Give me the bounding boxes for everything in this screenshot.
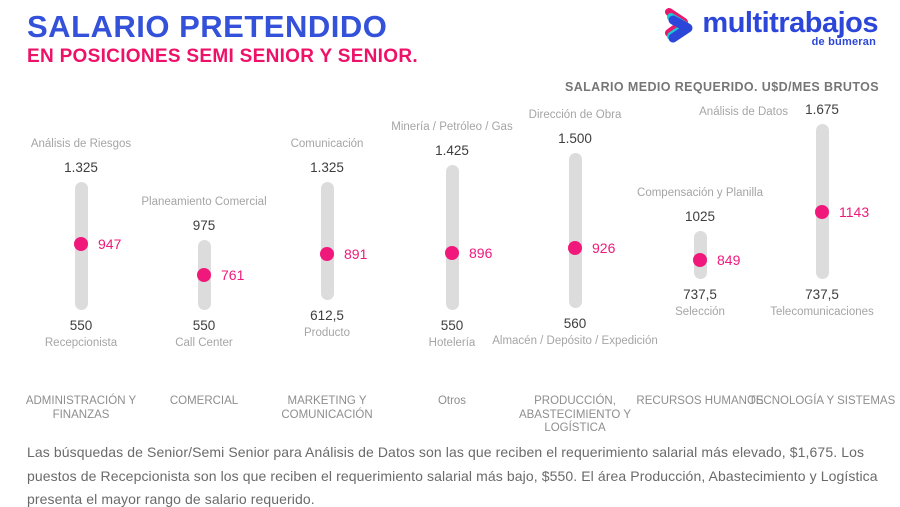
avg-value: 761 [221, 267, 245, 283]
max-value: 1.325 [310, 160, 344, 175]
avg-dot [445, 246, 459, 260]
category-label: TECNOLOGÍA Y SISTEMAS [748, 395, 896, 407]
avg-dot [568, 241, 582, 255]
category-label: MARKETING Y COMUNICACIÓN [281, 395, 373, 421]
category-label: ADMINISTRACIÓN Y FINANZAS [25, 395, 137, 421]
max-value: 975 [192, 218, 216, 233]
bottom-job-label: Call Center [175, 337, 233, 349]
top-job-label: Compensación y Planilla [637, 187, 763, 199]
bottom-job-label: Selección [675, 306, 725, 318]
max-value: 1.500 [558, 131, 592, 146]
top-job-label: Análisis de Datos [699, 106, 788, 118]
avg-dot [693, 253, 707, 267]
top-job-label: Dirección de Obra [528, 109, 622, 121]
footer-note: Las búsquedas de Senior/Semi Senior para… [27, 444, 878, 507]
avg-dot [815, 205, 829, 219]
category-label: COMERCIAL [169, 395, 239, 407]
bottom-job-label: Hotelería [428, 337, 476, 349]
min-value: 550 [69, 318, 93, 333]
category-label: PRODUCCIÓN, ABASTECIMIENTO Y LOGÍSTICA [518, 395, 632, 434]
axis-note: SALARIO MEDIO REQUERIDO. U$D/MES BRUTOS [564, 80, 879, 94]
page-subtitle: EN POSICIONES SEMI SENIOR Y SENIOR. [27, 46, 418, 67]
max-value: 1.325 [64, 160, 98, 175]
top-job-label: Análisis de Riesgos [30, 138, 132, 150]
max-value: 1.425 [435, 143, 469, 158]
title-block: SALARIO PRETENDIDO EN POSICIONES SEMI SE… [27, 10, 418, 68]
avg-value: 891 [344, 246, 368, 262]
top-job-label: Comunicación [290, 138, 364, 150]
min-value: 560 [563, 316, 587, 331]
top-job-label: Minería / Petróleo / Gas [391, 121, 513, 133]
min-value: 612,5 [310, 308, 344, 323]
brand-logo: multitrabajos de bumeran [662, 6, 878, 48]
category-label: Otros [437, 395, 467, 407]
brand-subname: de bumeran [811, 36, 876, 48]
max-value: 1.675 [805, 102, 839, 117]
avg-dot [197, 268, 211, 282]
avg-value: 926 [592, 240, 616, 256]
avg-value: 947 [98, 236, 122, 252]
avg-dot [320, 247, 334, 261]
brand-name: multitrabajos [702, 7, 878, 39]
avg-value: 1143 [839, 204, 870, 220]
bottom-job-label: Telecomunicaciones [770, 306, 874, 318]
min-value: 737,5 [683, 287, 717, 302]
range-bar [816, 124, 829, 279]
min-value: 737,5 [805, 287, 839, 302]
avg-value: 896 [469, 245, 493, 261]
bottom-job-label: Producto [303, 327, 351, 339]
range-bar [569, 153, 582, 308]
brand-text: multitrabajos de bumeran [702, 6, 878, 48]
min-value: 550 [440, 318, 464, 333]
max-value: 1025 [684, 209, 716, 224]
range-bar [321, 182, 334, 300]
min-value: 550 [192, 318, 216, 333]
page-title: SALARIO PRETENDIDO [27, 9, 388, 44]
top-job-label: Planeamiento Comercial [141, 196, 267, 208]
category-label: RECURSOS HUMANOS [636, 395, 764, 407]
avg-dot [74, 237, 88, 251]
bottom-job-label: Almacén / Depósito / Expedición [492, 335, 658, 347]
range-bar [446, 165, 459, 310]
bottom-job-label: Recepcionista [44, 337, 118, 349]
avg-value: 849 [717, 252, 741, 268]
logo-chevron-icon [662, 8, 698, 46]
